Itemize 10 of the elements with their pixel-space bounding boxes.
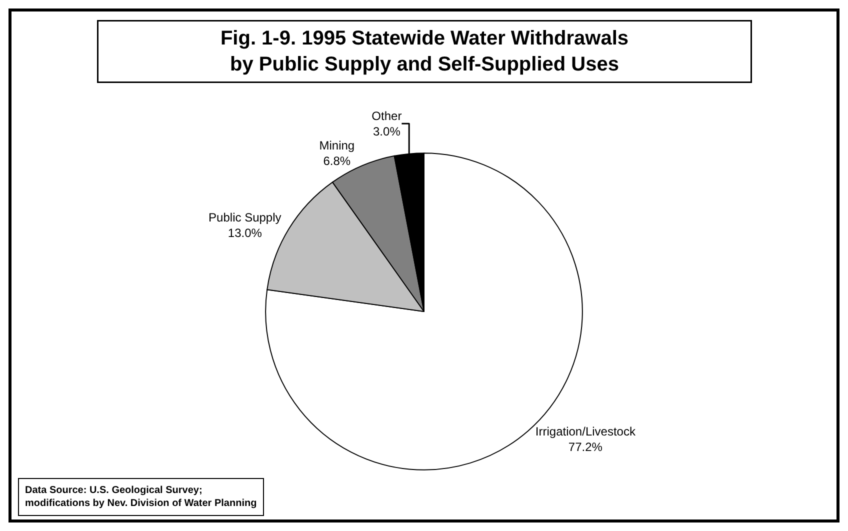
slice-label: Mining <box>319 138 355 152</box>
chart-title: Fig. 1-9. 1995 Statewide Water Withdrawals by Public Supply and Self-Supplied Uses <box>220 28 629 76</box>
slice-label: Public Supply <box>208 210 282 224</box>
slice-label: Irrigation/Livestock <box>535 424 636 439</box>
slice-label: Other <box>372 108 402 123</box>
data-label: 13.0% <box>228 226 262 240</box>
data-label: 77.2% <box>568 440 603 454</box>
data-label: 3.0% <box>373 124 401 138</box>
data-label: 6.8% <box>323 154 351 168</box>
source-note: Data Source: U.S. Geological Survey; modifications by Nev. Division of Water Planning <box>25 485 257 509</box>
